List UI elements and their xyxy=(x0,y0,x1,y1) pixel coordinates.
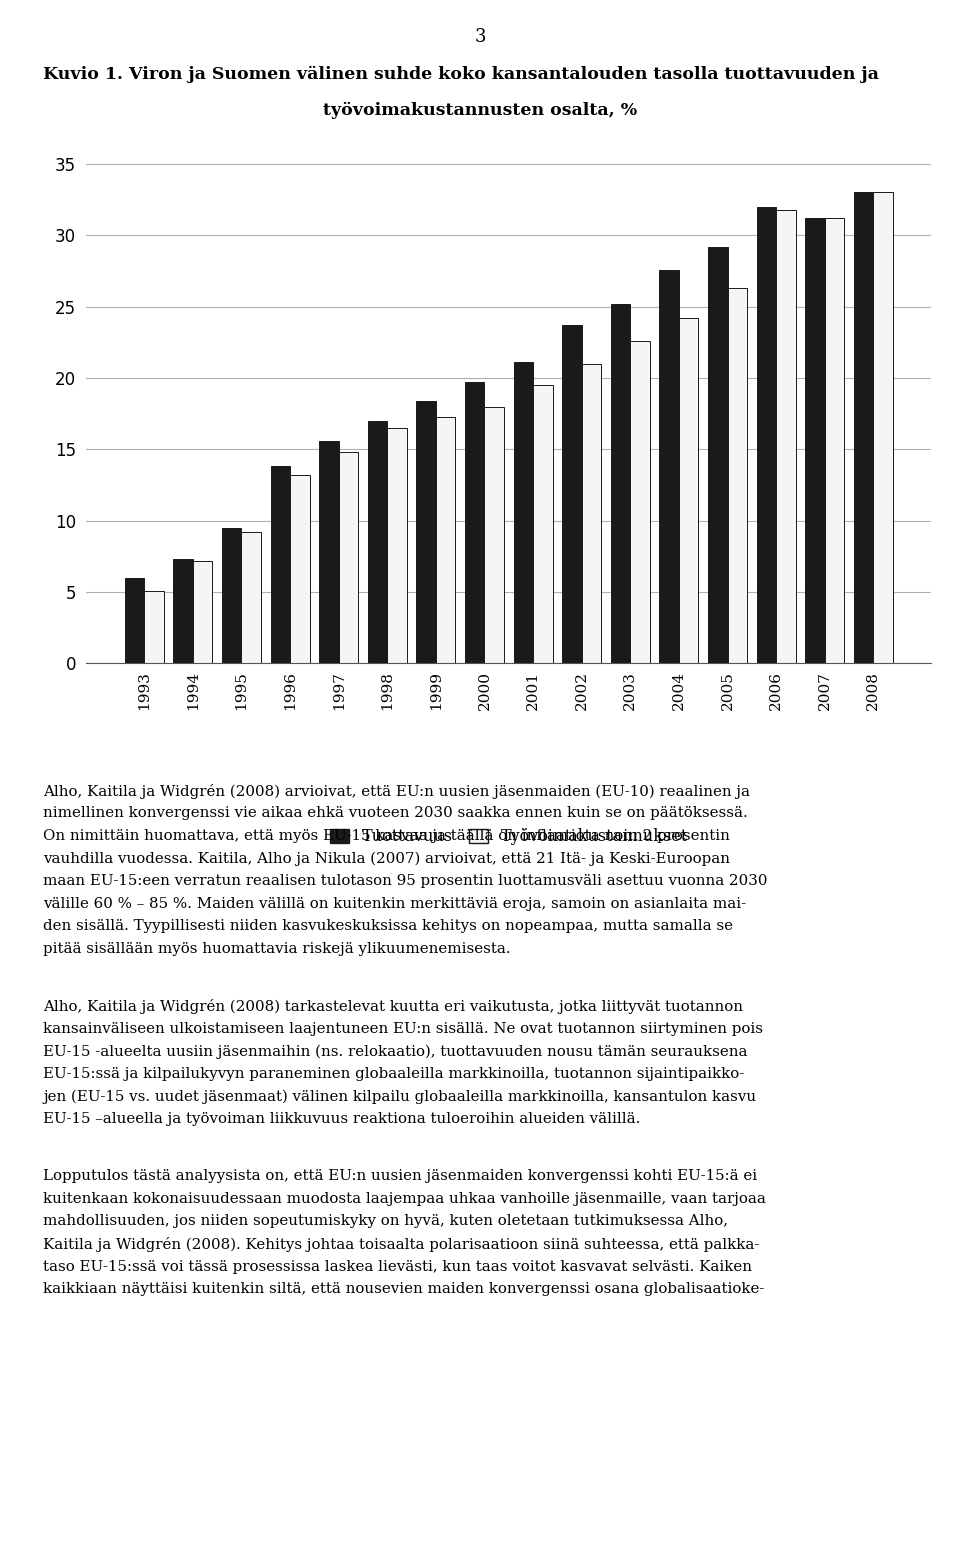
Text: välille 60 % – 85 %. Maiden välillä on kuitenkin merkittäviä eroja, samoin on as: välille 60 % – 85 %. Maiden välillä on k… xyxy=(43,896,746,910)
Legend: Tuottavuus, Työvoimakustannukset: Tuottavuus, Työvoimakustannukset xyxy=(329,829,688,845)
Bar xyxy=(805,219,825,663)
Bar xyxy=(144,590,164,663)
Bar xyxy=(708,247,728,663)
Text: kansainväliseen ulkoistamiseen laajentuneen EU:n sisällä. Ne ovat tuotannon siir: kansainväliseen ulkoistamiseen laajentun… xyxy=(43,1022,763,1035)
Bar xyxy=(582,364,601,663)
Bar xyxy=(222,528,242,663)
Bar xyxy=(853,192,874,663)
Bar xyxy=(368,421,387,663)
Text: Alho, Kaitila ja Widgrén (2008) tarkastelevat kuutta eri vaikutusta, jotka liitt: Alho, Kaitila ja Widgrén (2008) tarkaste… xyxy=(43,999,743,1015)
Bar xyxy=(417,401,436,663)
Bar xyxy=(679,318,698,663)
Bar xyxy=(825,219,844,663)
Bar xyxy=(485,406,504,663)
Bar xyxy=(874,192,893,663)
Text: kaikkiaan näyttäisi kuitenkin siltä, että nousevien maiden konvergenssi osana gl: kaikkiaan näyttäisi kuitenkin siltä, ett… xyxy=(43,1283,764,1296)
Bar xyxy=(514,362,533,663)
Bar xyxy=(465,382,485,663)
Text: jen (EU-15 vs. uudet jäsenmaat) välinen kilpailu globaaleilla markkinoilla, kans: jen (EU-15 vs. uudet jäsenmaat) välinen … xyxy=(43,1090,756,1104)
Text: nimellinen konvergenssi vie aikaa ehkä vuoteen 2030 saakka ennen kuin se on päät: nimellinen konvergenssi vie aikaa ehkä v… xyxy=(43,807,748,820)
Bar xyxy=(290,475,309,663)
Text: Kuvio 1. Viron ja Suomen välinen suhde koko kansantalouden tasolla tuottavuuden : Kuvio 1. Viron ja Suomen välinen suhde k… xyxy=(43,66,879,83)
Bar xyxy=(387,428,407,663)
Bar xyxy=(436,417,455,663)
Bar xyxy=(174,559,193,663)
Text: Alho, Kaitila ja Widgrén (2008) arvioivat, että EU:n uusien jäsenmaiden (EU-10) : Alho, Kaitila ja Widgrén (2008) arvioiva… xyxy=(43,784,750,799)
Text: vauhdilla vuodessa. Kaitila, Alho ja Nikula (2007) arvioivat, että 21 Itä- ja Ke: vauhdilla vuodessa. Kaitila, Alho ja Nik… xyxy=(43,852,731,866)
Bar xyxy=(563,325,582,663)
Bar xyxy=(193,560,212,663)
Text: EU-15 -alueelta uusiin jäsenmaihin (ns. relokaatio), tuottavuuden nousu tämän se: EU-15 -alueelta uusiin jäsenmaihin (ns. … xyxy=(43,1044,748,1058)
Bar xyxy=(339,453,358,663)
Bar xyxy=(533,386,553,663)
Bar xyxy=(660,270,679,663)
Bar xyxy=(776,209,796,663)
Text: EU-15 –alueella ja työvoiman liikkuvuus reaktiona tuloeroihin alueiden välillä.: EU-15 –alueella ja työvoiman liikkuvuus … xyxy=(43,1113,640,1125)
Bar xyxy=(631,340,650,663)
Bar xyxy=(242,532,261,663)
Text: den sisällä. Tyypillisesti niiden kasvukeskuksissa kehitys on nopeampaa, mutta s: den sisällä. Tyypillisesti niiden kasvuk… xyxy=(43,919,733,933)
Text: pitää sisällään myös huomattavia riskejä ylikuumenemisesta.: pitää sisällään myös huomattavia riskejä… xyxy=(43,943,511,955)
Text: Kaitila ja Widgrén (2008). Kehitys johtaa toisaalta polarisaatioon siinä suhtees: Kaitila ja Widgrén (2008). Kehitys johta… xyxy=(43,1238,759,1252)
Text: kuitenkaan kokonaisuudessaan muodosta laajempaa uhkaa vanhoille jäsenmaille, vaa: kuitenkaan kokonaisuudessaan muodosta la… xyxy=(43,1193,766,1205)
Text: On nimittäin huomattava, että myös EU-15 kasvaa ja täällä on inflaatiota noin 2 : On nimittäin huomattava, että myös EU-15… xyxy=(43,829,730,843)
Bar xyxy=(271,467,290,663)
Text: EU-15:ssä ja kilpailukyvyn paraneminen globaaleilla markkinoilla, tuotannon sija: EU-15:ssä ja kilpailukyvyn paraneminen g… xyxy=(43,1068,744,1080)
Bar xyxy=(611,304,631,663)
Text: taso EU-15:ssä voi tässä prosessissa laskea lievästi, kun taas voitot kasvavat s: taso EU-15:ssä voi tässä prosessissa las… xyxy=(43,1260,753,1274)
Bar xyxy=(125,578,144,663)
Bar xyxy=(728,289,747,663)
Text: mahdollisuuden, jos niiden sopeutumiskyky on hyvä, kuten oletetaan tutkimuksessa: mahdollisuuden, jos niiden sopeutumiskyk… xyxy=(43,1214,729,1229)
Text: maan EU-15:een verratun reaalisen tulotason 95 prosentin luottamusväli asettuu v: maan EU-15:een verratun reaalisen tulota… xyxy=(43,874,768,888)
Text: työvoimakustannusten osalta, %: työvoimakustannusten osalta, % xyxy=(323,101,637,119)
Bar xyxy=(320,440,339,663)
Text: Lopputulos tästä analyysista on, että EU:n uusien jäsenmaiden konvergenssi kohti: Lopputulos tästä analyysista on, että EU… xyxy=(43,1169,757,1183)
Text: 3: 3 xyxy=(474,28,486,47)
Bar xyxy=(756,206,776,663)
